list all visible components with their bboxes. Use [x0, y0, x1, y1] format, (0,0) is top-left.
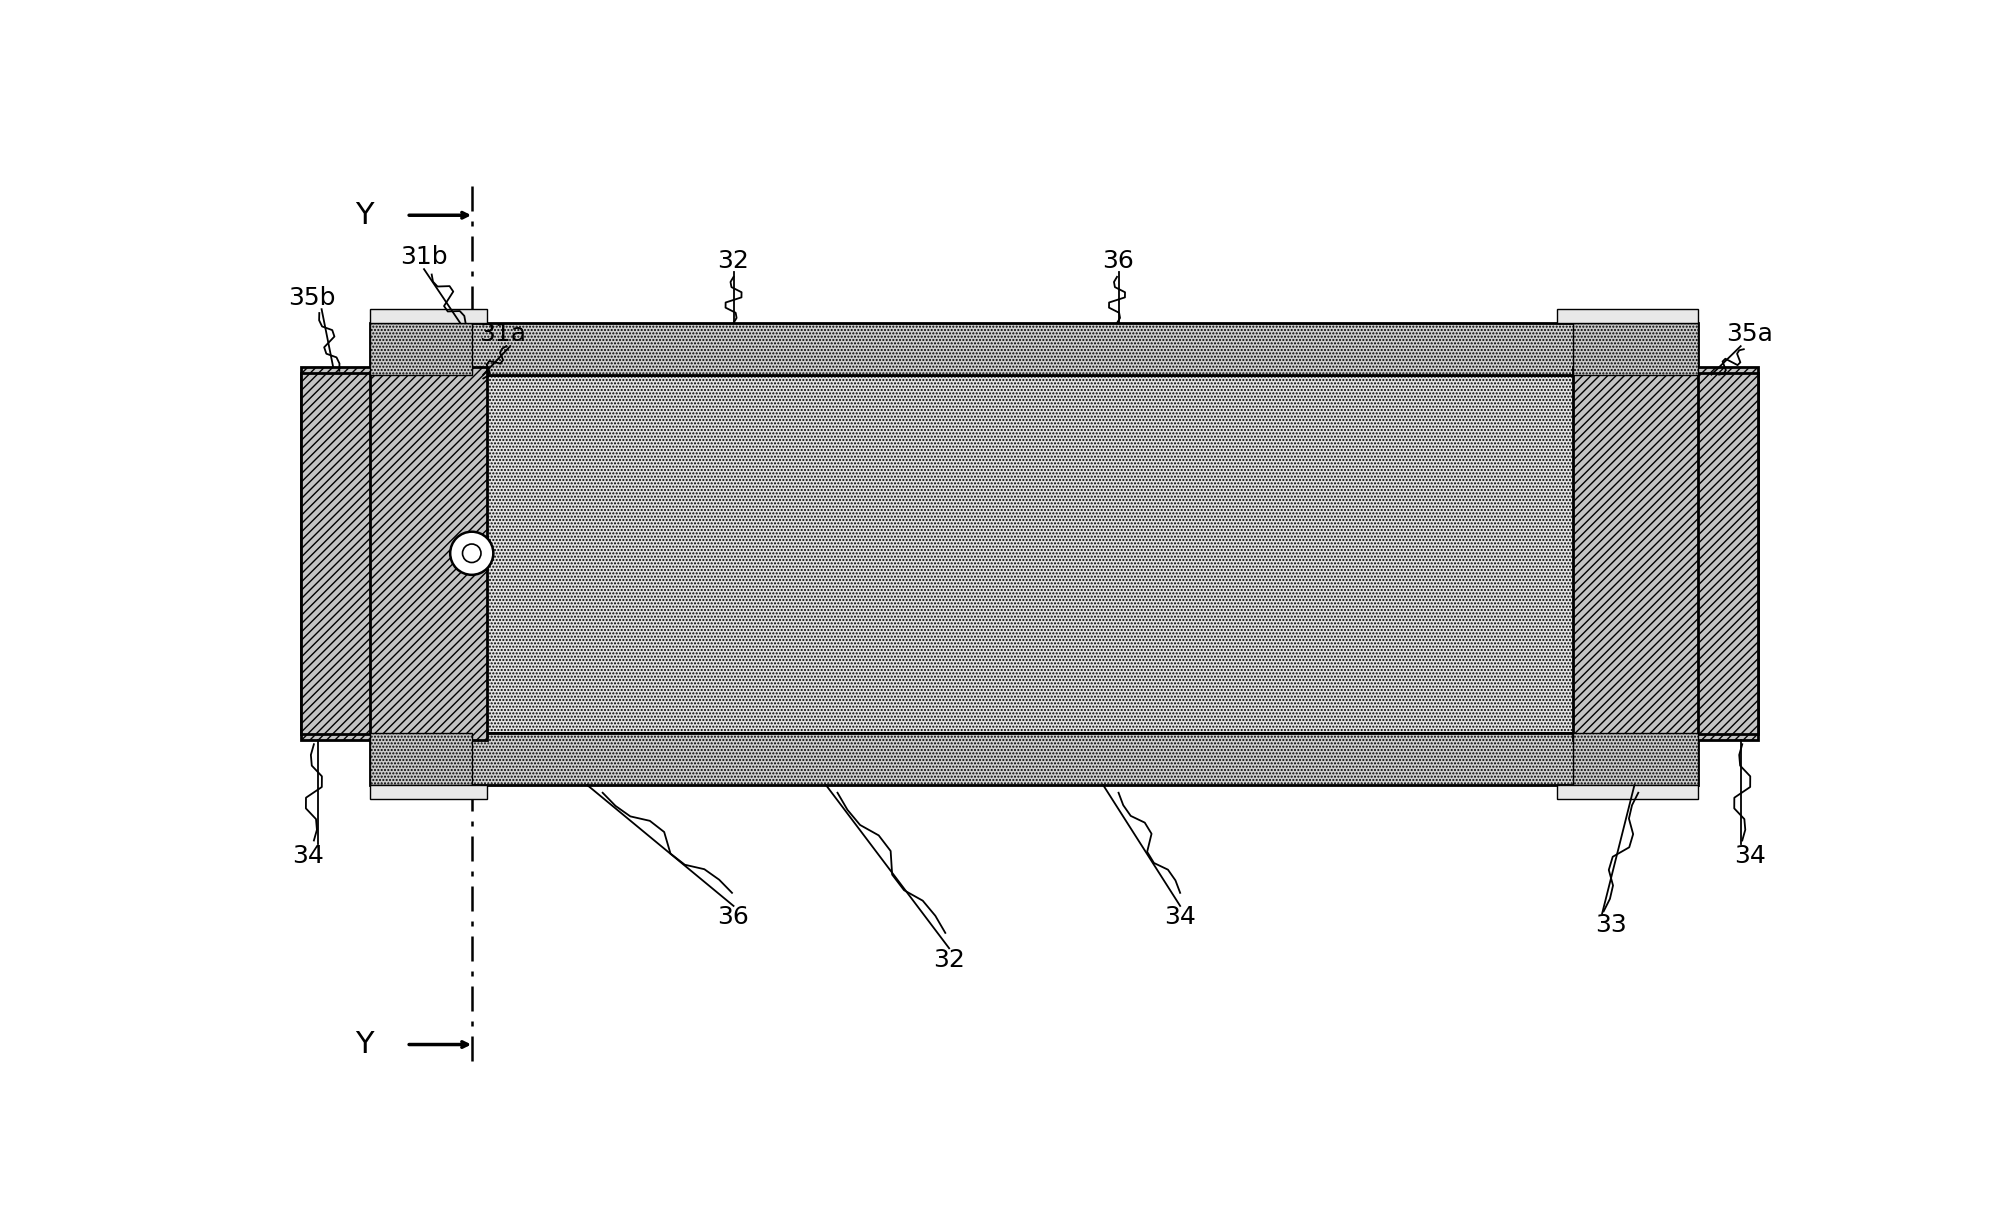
- Bar: [370, 310, 486, 323]
- Bar: [1557, 785, 1698, 799]
- Text: 31b: 31b: [400, 245, 448, 269]
- Text: 32: 32: [934, 948, 964, 972]
- Text: 31a: 31a: [478, 322, 526, 345]
- Bar: [370, 732, 472, 785]
- Bar: [370, 323, 472, 375]
- Text: 36: 36: [1103, 249, 1135, 273]
- Bar: [1557, 310, 1698, 323]
- Bar: [1573, 732, 1698, 785]
- Text: 35a: 35a: [1726, 322, 1774, 345]
- Bar: [370, 323, 1698, 375]
- Text: 36: 36: [717, 906, 749, 929]
- Text: 32: 32: [717, 249, 749, 273]
- Bar: [370, 732, 1698, 785]
- Circle shape: [462, 544, 480, 563]
- Bar: [1573, 323, 1698, 375]
- Bar: [301, 367, 486, 740]
- Text: 33: 33: [1595, 913, 1627, 938]
- Text: Y: Y: [356, 1030, 374, 1059]
- Bar: [1573, 367, 1758, 740]
- Text: 34: 34: [1734, 844, 1766, 868]
- Bar: [370, 785, 486, 799]
- Circle shape: [450, 532, 494, 575]
- Text: 35b: 35b: [287, 285, 336, 310]
- Text: 34: 34: [293, 844, 323, 868]
- Text: 34: 34: [1163, 906, 1195, 929]
- Bar: [370, 375, 1698, 732]
- Text: Y: Y: [356, 200, 374, 230]
- Bar: [1698, 374, 1758, 734]
- Bar: [301, 374, 370, 734]
